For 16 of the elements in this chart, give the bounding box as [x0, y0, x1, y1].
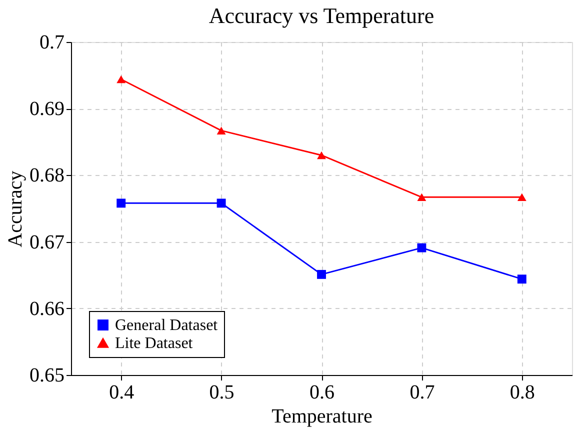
x-tick-label: 0.5	[209, 382, 234, 404]
legend-label: Lite Dataset	[115, 335, 194, 352]
y-tick-label: 0.7	[40, 32, 64, 54]
y-tick-label: 0.68	[30, 164, 64, 187]
x-tick-label: 0.8	[510, 382, 535, 404]
x-tick-label: 0.4	[109, 382, 134, 404]
y-tick-label: 0.66	[30, 298, 64, 320]
y-axis-title: Accuracy	[4, 170, 26, 248]
legend-label: General Dataset	[115, 317, 218, 334]
chart-title: Accuracy vs Temperature	[208, 3, 434, 28]
x-tick-label: 0.6	[310, 382, 334, 404]
y-tick-label: 0.67	[30, 231, 64, 254]
x-axis-title: Temperature	[272, 406, 372, 428]
y-tick-label: 0.69	[30, 98, 64, 120]
y-tick-label: 0.65	[30, 364, 64, 386]
x-tick-label: 0.7	[410, 382, 435, 404]
